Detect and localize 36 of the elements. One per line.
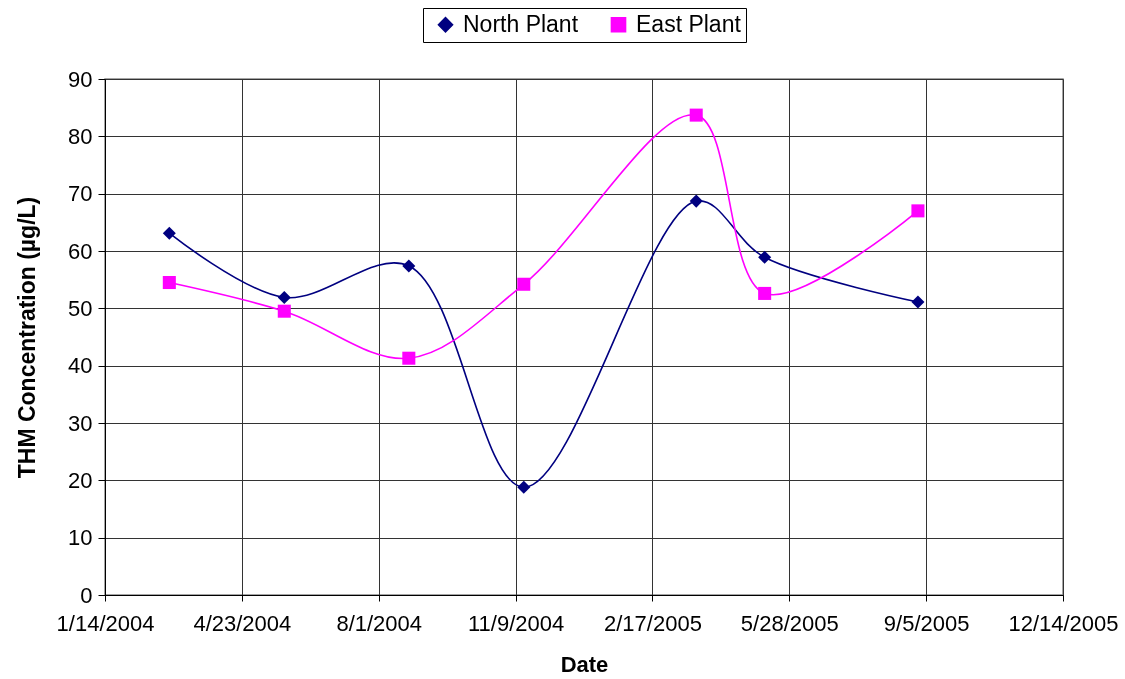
y-tick-label: 20 — [68, 467, 93, 493]
point — [162, 226, 176, 240]
point — [689, 194, 703, 208]
x-tick-label: 9/5/2005 — [883, 610, 970, 636]
x-tick-label: 4/23/2004 — [193, 610, 292, 636]
point — [689, 108, 703, 122]
y-tick-label: 30 — [68, 410, 93, 436]
x-tick-label: 11/9/2004 — [467, 610, 565, 636]
x-tick-label: 5/28/2005 — [740, 610, 839, 636]
point — [911, 204, 925, 218]
y-axis-title: THM Concentration (µg/L) — [14, 196, 41, 479]
y-tick-label: 60 — [68, 238, 93, 264]
y-tick-label: 70 — [68, 181, 93, 207]
point — [517, 480, 531, 494]
point — [402, 259, 416, 273]
point — [402, 351, 416, 365]
y-tick-label: 10 — [68, 525, 93, 551]
legend-label: East Plant — [636, 10, 742, 37]
point — [758, 286, 772, 300]
point — [277, 304, 291, 318]
y-tick-label: 0 — [80, 582, 93, 608]
x-axis-title: Date — [560, 651, 609, 677]
point — [758, 250, 772, 264]
y-tick-label: 80 — [68, 123, 93, 149]
point — [162, 276, 176, 290]
point — [517, 277, 531, 291]
y-tick-label: 90 — [68, 66, 93, 92]
point — [911, 295, 925, 309]
x-tick-label: 2/17/2005 — [603, 610, 702, 636]
y-tick-label: 50 — [68, 295, 93, 321]
point — [277, 290, 291, 304]
legend-label: North Plant — [463, 10, 579, 37]
x-tick-label: 1/14/2004 — [56, 610, 155, 636]
x-tick-label: 8/1/2004 — [336, 610, 423, 636]
y-tick-label: 40 — [68, 353, 93, 379]
x-tick-label: 12/14/2005 — [1008, 610, 1119, 636]
